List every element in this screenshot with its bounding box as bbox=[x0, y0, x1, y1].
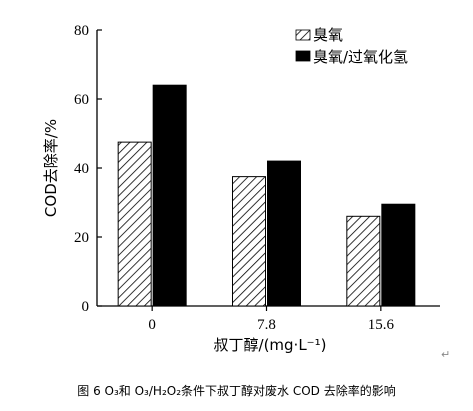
y-tick-label: 20 bbox=[74, 230, 89, 246]
legend: 臭氧 臭氧/过氧化氢 bbox=[295, 26, 408, 66]
y-axis-label: COD去除率/% bbox=[42, 119, 60, 217]
paragraph-mark: ↵ bbox=[441, 348, 451, 361]
legend-swatch-ozone-peroxide bbox=[295, 50, 311, 62]
x-tick-label: 0 bbox=[148, 317, 156, 333]
bar-ozone bbox=[232, 176, 266, 307]
x-axis-label: 叔丁醇/(mg·L⁻¹) bbox=[214, 336, 327, 354]
y-tick-label: 0 bbox=[82, 299, 90, 315]
x-tick-label: 7.8 bbox=[257, 317, 276, 333]
legend-swatch-ozone bbox=[295, 29, 311, 41]
legend-label-ozone: 臭氧 bbox=[313, 26, 343, 44]
bar-ozone-peroxide bbox=[267, 160, 301, 307]
bars bbox=[117, 84, 416, 307]
bar-chart: 0 20 40 60 80 0 7.8 15.6 COD去除率/% 叔丁醇/(mg·L⁻¹)… bbox=[42, 23, 440, 354]
y-ticks: 0 20 40 60 80 bbox=[74, 23, 102, 315]
y-tick-label: 40 bbox=[74, 161, 89, 177]
y-tick-label: 60 bbox=[74, 92, 89, 108]
bar-ozone bbox=[346, 215, 381, 307]
x-tick-label: 15.6 bbox=[368, 317, 395, 333]
bar-ozone-peroxide bbox=[152, 84, 187, 307]
bar-ozone bbox=[117, 141, 152, 307]
legend-label-ozone-peroxide: 臭氧/过氧化氢 bbox=[313, 48, 408, 66]
bar-ozone-peroxide bbox=[381, 203, 416, 307]
y-tick-label: 80 bbox=[74, 23, 89, 39]
figure-caption: 图 6 O₃和 O₃/H₂O₂条件下叔丁醇对废水 COD 去除率的影响 bbox=[77, 384, 396, 398]
x-ticks: 0 7.8 15.6 bbox=[148, 306, 394, 333]
